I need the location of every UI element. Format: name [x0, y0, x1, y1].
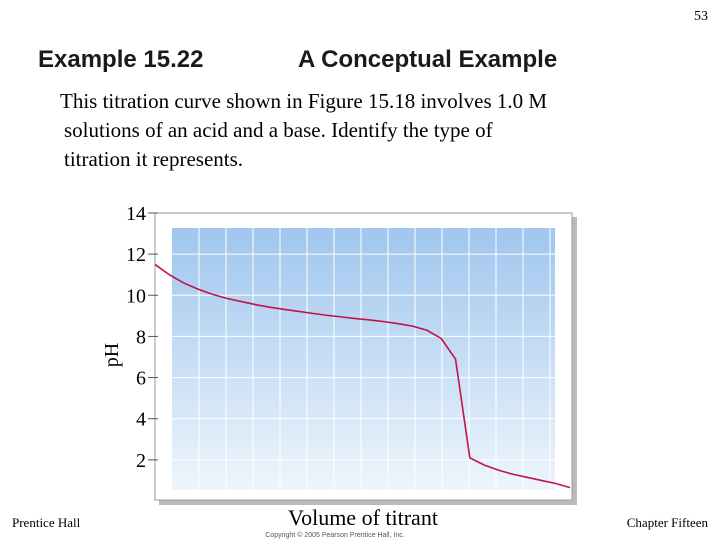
y-tick-label: 14: [126, 203, 146, 225]
y-tick-label: 12: [126, 244, 146, 266]
y-tick-label: 6: [136, 368, 146, 390]
title: Example 15.22: [38, 46, 203, 73]
plot-area: [172, 228, 555, 490]
subtitle: A Conceptual Example: [298, 46, 557, 73]
y-tick-label: 10: [126, 285, 146, 307]
y-tick-label: 2: [136, 450, 146, 472]
slide-number: 53: [694, 9, 708, 24]
vertical-grid: [198, 228, 551, 490]
x-axis-label: Volume of titrant: [288, 505, 438, 530]
body-line: titration it represents.: [64, 147, 243, 171]
y-axis-label: pH: [101, 343, 123, 367]
copyright: Copyright © 2005 Pearson Prentice Hall, …: [265, 531, 404, 539]
footer-right: Chapter Fifteen: [627, 515, 709, 530]
body-line: This titration curve shown in Figure 15.…: [60, 89, 547, 113]
titration-curve: [154, 263, 571, 489]
y-tick-label: 8: [136, 326, 146, 348]
y-tick-label: 4: [136, 409, 146, 431]
body-line: solutions of an acid and a base. Identif…: [64, 118, 493, 142]
footer-left: Prentice Hall: [12, 515, 81, 530]
